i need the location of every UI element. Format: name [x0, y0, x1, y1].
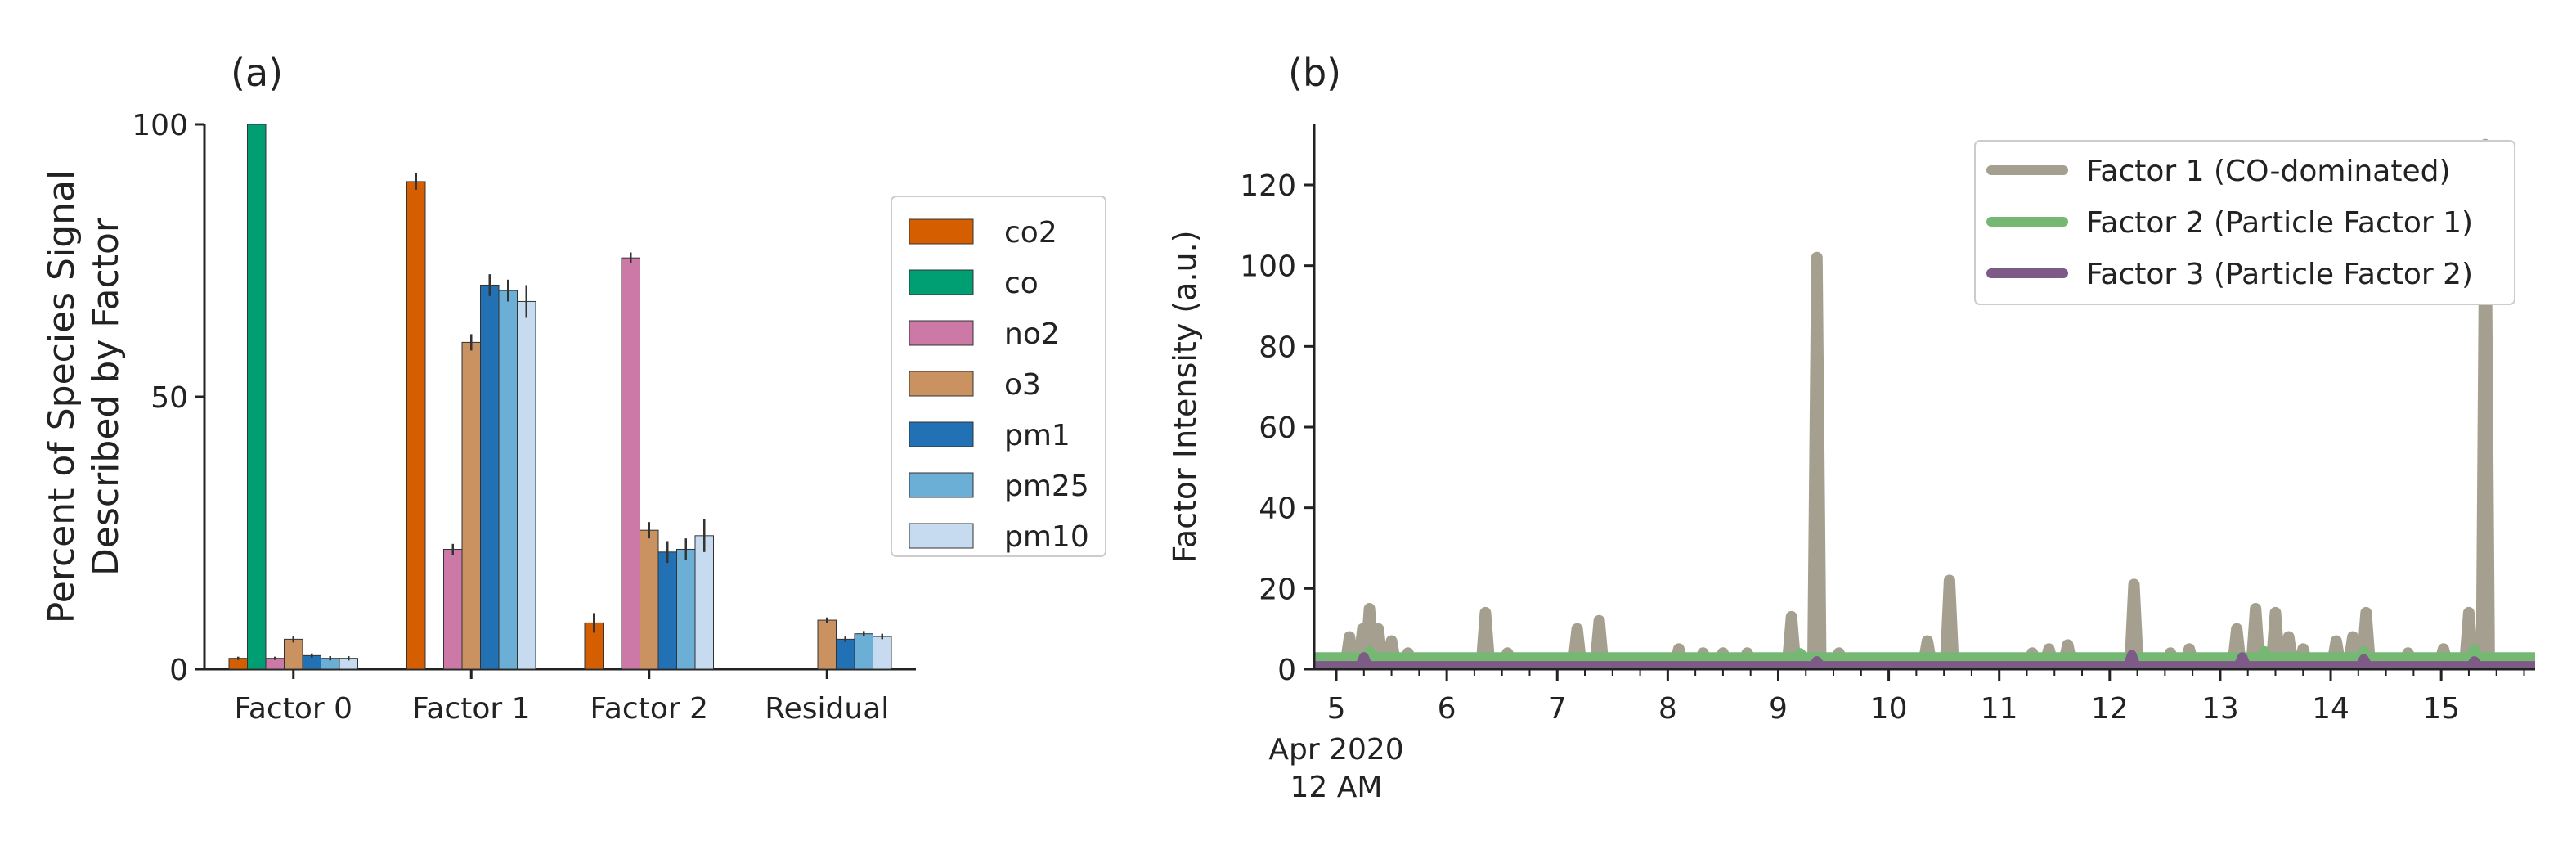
legend-swatch-pm1 [909, 421, 974, 447]
panel-label-a: (a) [231, 51, 283, 95]
y-tick-label: 0 [169, 654, 188, 687]
y-tick-label: 50 [150, 381, 188, 415]
legend-box [1974, 140, 2515, 305]
legend-swatch-co [909, 269, 974, 295]
series-line-2 [1314, 644, 2535, 663]
y-tick-label: 80 [1259, 331, 1296, 364]
y-axis-label: Factor Intensity (a.u.) [1167, 230, 1203, 563]
bar-o3 [284, 638, 303, 670]
bar-o3 [817, 619, 837, 670]
legend-label: pm1 [1004, 419, 1070, 452]
bar-pm25 [498, 290, 518, 670]
x-tick-label: Factor 0 [234, 692, 352, 726]
y-tick-label: 100 [1240, 250, 1296, 284]
panel-a-bar-chart: (a) Percent of Species SignalDescribed by… [41, 51, 1106, 726]
x-tick-label: 12 [2091, 692, 2129, 726]
legend-label: pm10 [1004, 520, 1089, 554]
x-tick-label: 15 [2422, 692, 2460, 726]
y-tick-label: 40 [1259, 492, 1296, 526]
x-tick-label: 7 [1548, 692, 1567, 726]
y-tick-label: 120 [1240, 169, 1296, 203]
x-tick-label: 6 [1438, 692, 1456, 726]
legend-label: co2 [1004, 216, 1057, 250]
legend-label: co [1004, 267, 1039, 300]
x-tick-label: Factor 2 [590, 692, 708, 726]
bar-o3 [461, 341, 481, 670]
bar-no2 [443, 548, 463, 670]
legend-label: pm25 [1004, 470, 1089, 503]
bar-o3 [640, 529, 659, 670]
x-tick-label: 13 [2201, 692, 2239, 726]
legend-swatch-co2 [909, 218, 974, 245]
bar-co [247, 124, 267, 670]
x-tick-label: 5 [1327, 692, 1346, 726]
bar-pm25 [676, 548, 696, 670]
y-tick-label: 100 [132, 109, 188, 142]
panel-b-line-chart: (b) Factor Intensity (a.u.) 0 20 40 60 80 100 12… [1167, 51, 2535, 804]
bar-pm10 [694, 535, 714, 670]
bar-pm25 [854, 633, 873, 670]
y-axis-label-line: Percent of Species Signal [41, 170, 83, 623]
legend-swatch-no2 [909, 320, 974, 346]
x-offset-label: 12 AM [1290, 771, 1383, 804]
x-offset-label: Apr 2020 [1268, 733, 1403, 767]
legend-swatch-pm25 [909, 472, 974, 498]
x-tick-label: 11 [1981, 692, 2018, 726]
y-axis-label: Percent of Species SignalDescribed by Fa… [41, 170, 127, 623]
bar-pm1 [836, 638, 855, 670]
x-tick-label: 8 [1658, 692, 1677, 726]
legend-label: Factor 3 (Particle Factor 2) [2086, 258, 2473, 291]
y-tick-label: 60 [1259, 412, 1296, 445]
bar-pm10 [517, 300, 536, 670]
legend-label: Factor 1 (CO-dominated) [2086, 155, 2450, 188]
series-line-3 [1314, 650, 2535, 669]
legend-swatch-pm10 [909, 523, 974, 549]
x-tick-label: 14 [2312, 692, 2349, 726]
bar-pm1 [480, 284, 500, 670]
bar-pm10 [873, 636, 892, 670]
y-tick-label: 20 [1259, 573, 1296, 606]
legend-label: Factor 2 (Particle Factor 1) [2086, 206, 2473, 240]
x-tick-label: 9 [1769, 692, 1788, 726]
bar-co2 [406, 181, 426, 670]
y-tick-label: 0 [1277, 654, 1296, 687]
x-tick-label: Factor 1 [412, 692, 531, 726]
panel-label-b: (b) [1288, 51, 1341, 95]
x-tick-label: Residual [765, 692, 889, 726]
legend-label: no2 [1004, 317, 1060, 351]
bar-pm1 [657, 551, 677, 670]
y-axis-label-line: Described by Factor [85, 217, 127, 576]
x-tick-label: 10 [1870, 692, 1908, 726]
legend-label: o3 [1004, 368, 1041, 402]
legend-swatch-o3 [909, 371, 974, 397]
bar-no2 [621, 257, 640, 670]
